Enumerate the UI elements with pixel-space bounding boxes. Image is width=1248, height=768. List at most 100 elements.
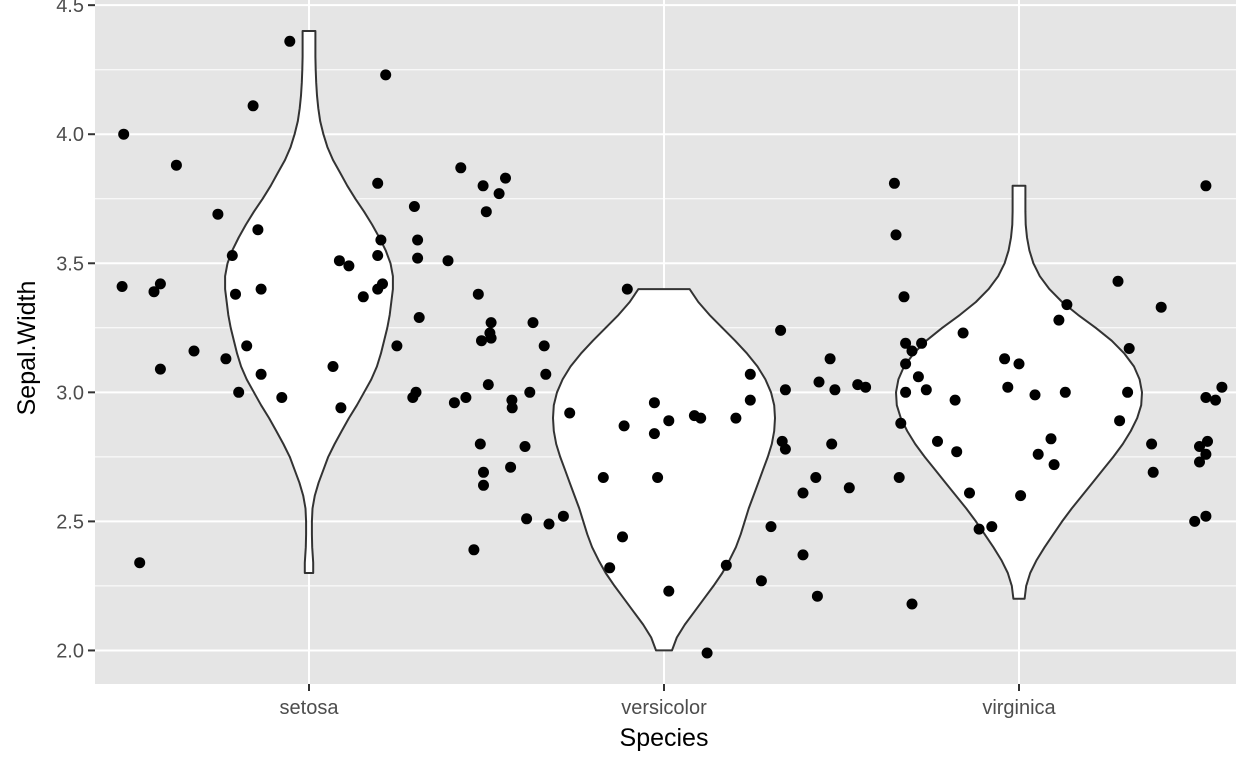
data-point-versicolor (765, 521, 777, 533)
x-axis: setosa versicolor virginica (280, 684, 1057, 719)
data-point-setosa (170, 159, 182, 171)
data-point-versicolor (652, 472, 664, 483)
data-point-virginica (900, 337, 912, 349)
data-point-virginica (890, 229, 902, 241)
data-point-virginica (888, 177, 900, 189)
data-point-virginica (1155, 301, 1167, 313)
data-point-versicolor (543, 518, 555, 530)
data-point-versicolor (826, 438, 838, 450)
data-point-virginica (900, 386, 912, 398)
data-point-virginica (1194, 456, 1205, 468)
data-point-versicolor (521, 513, 533, 525)
data-point-versicolor (811, 590, 823, 602)
data-point-virginica (1053, 314, 1065, 326)
data-point-setosa (154, 363, 166, 375)
data-point-virginica (1114, 415, 1126, 427)
data-point-setosa (412, 234, 424, 246)
data-point-virginica (999, 353, 1011, 365)
data-point-virginica (1200, 180, 1212, 192)
data-point-virginica (1200, 392, 1212, 403)
violin-setosa (224, 30, 394, 574)
data-point-virginica (1002, 381, 1014, 393)
data-point-setosa (343, 260, 355, 272)
data-point-virginica (951, 446, 963, 458)
data-point-versicolor (810, 472, 822, 483)
data-point-virginica (1147, 466, 1159, 478)
data-point-setosa (375, 234, 387, 246)
data-point-virginica (1032, 448, 1044, 460)
data-point-virginica (920, 384, 932, 396)
data-point-setosa (116, 281, 128, 292)
data-point-versicolor (744, 394, 756, 406)
data-point-versicolor (482, 379, 494, 391)
data-point-versicolor (744, 368, 756, 380)
data-point-setosa (408, 201, 420, 212)
data-point-versicolor (829, 384, 841, 396)
data-point-versicolor (540, 368, 552, 380)
y-tick-label: 2.0 (56, 640, 84, 662)
violin-virginica (895, 184, 1143, 600)
data-point-virginica (912, 371, 924, 383)
y-tick-label: 2.5 (56, 511, 84, 533)
y-tick-label: 4.0 (56, 124, 84, 146)
data-point-versicolor (843, 482, 855, 494)
data-point-versicolor (779, 443, 791, 455)
data-point-virginica (916, 337, 928, 349)
data-point-virginica (860, 381, 872, 393)
data-point-versicolor (720, 559, 732, 571)
data-point-setosa (230, 288, 241, 300)
y-axis-title: Sepal.Width (13, 281, 41, 416)
data-point-virginica (964, 487, 975, 499)
data-point-versicolor (597, 472, 609, 483)
data-point-versicolor (701, 647, 713, 659)
data-point-virginica (973, 523, 985, 535)
data-point-setosa (506, 394, 518, 406)
data-point-virginica (1045, 433, 1057, 445)
data-point-setosa (372, 250, 384, 261)
data-point-setosa (335, 402, 347, 414)
data-point-setosa (477, 180, 489, 192)
data-point-virginica (900, 358, 912, 370)
data-point-virginica (1189, 515, 1201, 527)
data-point-setosa (276, 392, 288, 403)
y-tick-label: 4.5 (56, 0, 84, 17)
data-point-setosa (448, 397, 460, 409)
data-point-versicolor (730, 412, 742, 424)
data-point-virginica (1202, 435, 1213, 447)
data-point-virginica (1059, 386, 1071, 398)
x-tick-label: setosa (280, 697, 340, 719)
data-point-setosa (252, 224, 264, 236)
data-point-versicolor (779, 384, 791, 396)
data-point-setosa (455, 162, 467, 174)
data-point-virginica (1013, 358, 1025, 370)
data-point-setosa (255, 368, 267, 380)
data-point-versicolor (557, 510, 569, 522)
data-point-setosa (472, 288, 484, 300)
data-point-virginica (906, 598, 918, 610)
y-axis: 2.0 2.5 3.0 3.5 4.0 4.5 (56, 0, 95, 662)
data-point-versicolor (474, 438, 486, 450)
x-tick-label: virginica (982, 697, 1056, 719)
data-point-virginica (957, 327, 969, 339)
data-point-versicolor (468, 544, 480, 556)
data-point-virginica (895, 417, 907, 429)
x-axis-title: Species (620, 724, 709, 752)
data-point-setosa (148, 286, 160, 298)
data-point-virginica (1146, 438, 1158, 450)
data-point-versicolor (663, 585, 675, 597)
data-point-versicolor (648, 397, 660, 409)
data-point-versicolor (775, 324, 787, 336)
data-point-setosa (241, 340, 253, 352)
data-point-virginica (1048, 459, 1060, 471)
data-point-versicolor (478, 479, 489, 491)
data-point-virginica (1122, 386, 1134, 398)
data-point-setosa (226, 250, 238, 261)
data-point-versicolor (617, 531, 628, 543)
data-point-virginica (986, 521, 998, 533)
data-point-setosa (233, 386, 245, 398)
data-point-versicolor (604, 562, 616, 574)
data-point-setosa (134, 557, 146, 569)
data-point-versicolor (648, 428, 660, 440)
data-point-setosa (118, 128, 130, 140)
